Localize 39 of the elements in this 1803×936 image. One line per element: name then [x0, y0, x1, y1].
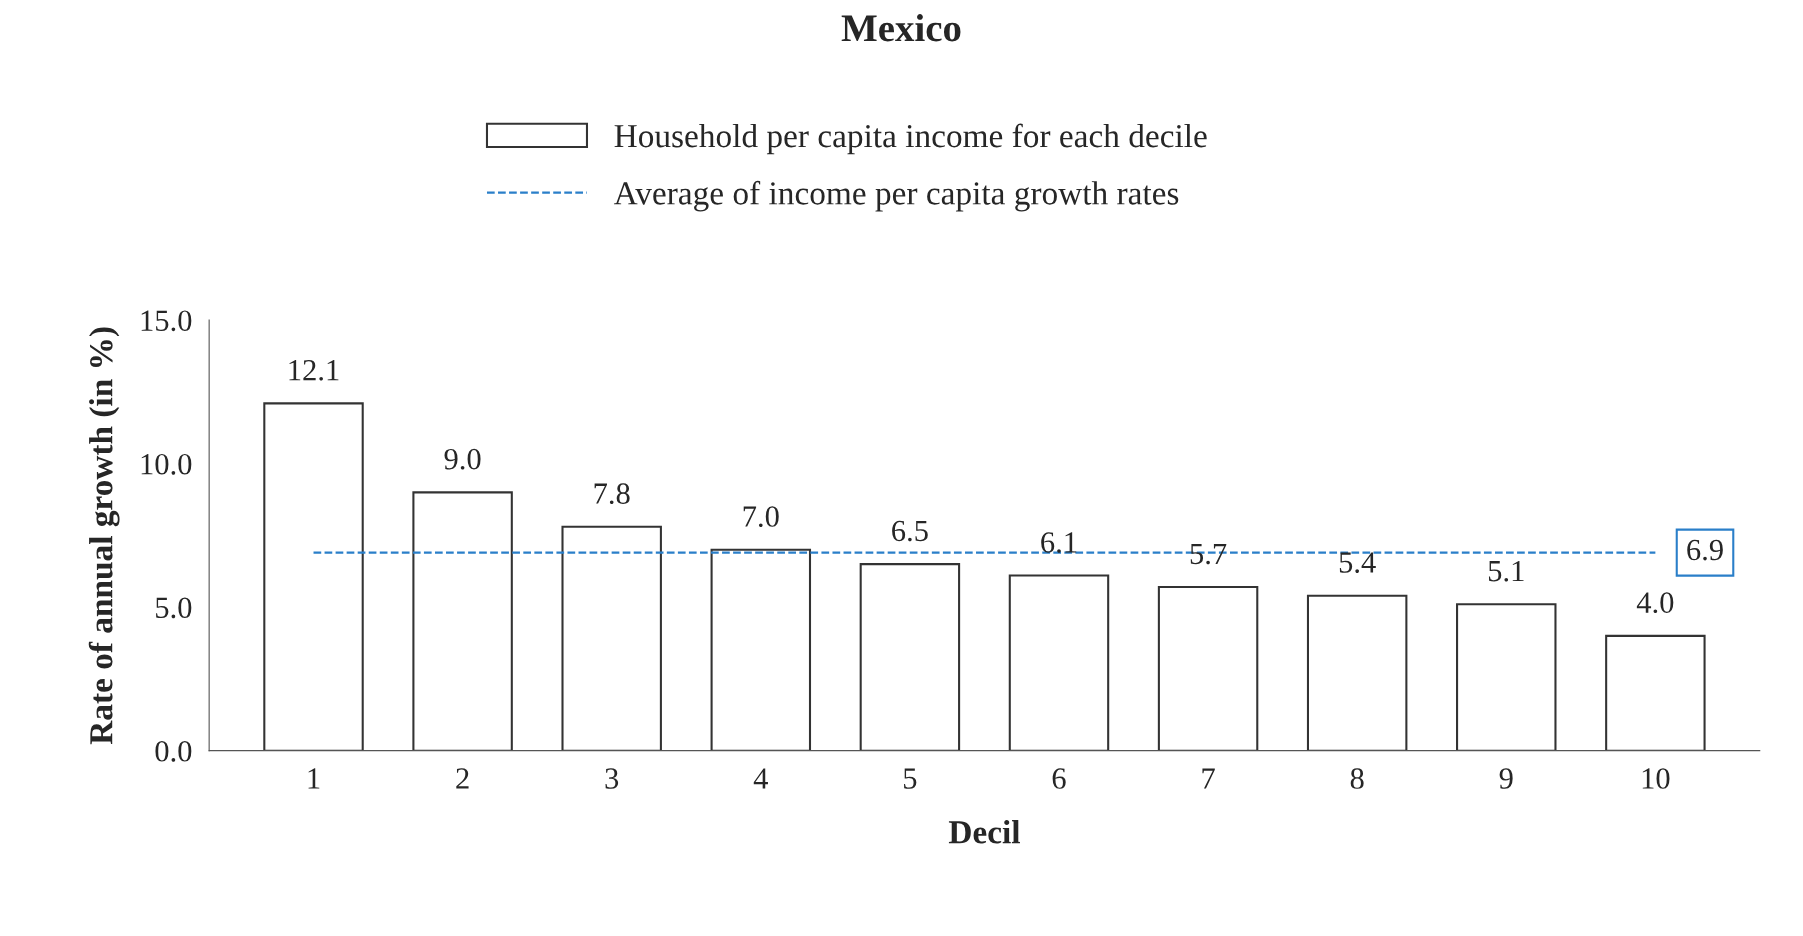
bar: [1456, 603, 1557, 751]
data-label: 7.0: [743, 506, 779, 527]
bar: [561, 525, 662, 751]
data-label: 5.4: [1339, 552, 1376, 573]
bar: [859, 563, 961, 751]
data-label: 4.0: [1636, 592, 1674, 614]
x-tick-label: 6: [1052, 768, 1066, 789]
data-label: 7.8: [594, 483, 630, 505]
x-tick-label: 7: [1202, 768, 1215, 789]
bar: [1008, 574, 1110, 751]
data-label: 6.9: [1687, 539, 1723, 561]
legend-label: Average of income per capita growth rates: [613, 180, 1179, 212]
x-tick-label: 3: [605, 768, 619, 789]
data-label: 6.1: [1041, 532, 1077, 553]
data-label: 5.1: [1488, 560, 1524, 582]
legend-label: Household per capita income for each decile: [614, 123, 1207, 155]
y-tick-label: 10.0: [141, 453, 192, 475]
x-tick-label: 8: [1350, 768, 1364, 789]
chart-title: Mexico: [841, 14, 961, 42]
bar: [1157, 586, 1259, 751]
data-label: 12.1: [289, 359, 339, 381]
bar: [412, 491, 513, 751]
x-tick-label: 4: [753, 768, 768, 789]
bar: [710, 548, 812, 751]
data-label: 6.5: [892, 520, 928, 542]
x-tick-label: 2: [456, 768, 469, 789]
x-axis-title: Decil: [948, 820, 1020, 844]
y-axis-title: Rate of annual growth (in %): [88, 327, 120, 745]
y-tick-label: 15.0: [141, 310, 192, 332]
y-tick-label: 5.0: [156, 597, 192, 619]
bar: [1605, 634, 1706, 751]
x-tick-label: 9: [1499, 768, 1513, 789]
y-tick-label: 0.0: [155, 740, 192, 762]
x-tick-label: 10: [1642, 768, 1670, 789]
bar: [263, 402, 364, 751]
data-label: 9.0: [444, 448, 481, 470]
x-tick-label: 1: [308, 768, 320, 789]
x-tick-label: 5: [904, 768, 917, 789]
bar: [1306, 594, 1408, 751]
